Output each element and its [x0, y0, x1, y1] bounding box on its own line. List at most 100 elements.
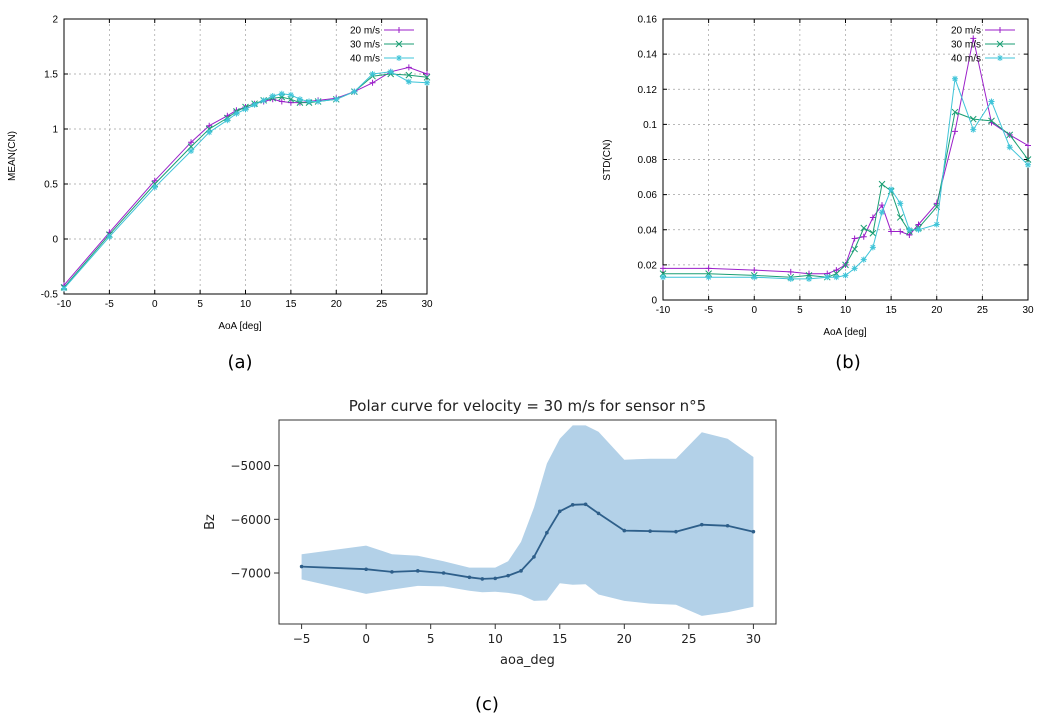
chart-b-point [878, 180, 886, 188]
chart-b-y-tick-label: 0.1 [643, 120, 657, 131]
chart-a-series-line-3 [63, 71, 428, 289]
chart-a-legend: 20 m/s 30 m/s 40 m/s [350, 26, 414, 65]
chart-b-legend-label: 20 m/s [951, 26, 981, 37]
chart-b-point [842, 272, 849, 279]
chart-a-point [151, 177, 158, 184]
chart-a-x-axis-label: AoA [deg] [218, 321, 262, 332]
chart-c-point [519, 569, 523, 573]
chart-b-point [1006, 144, 1013, 151]
chart-c-point [506, 573, 510, 578]
chart-b-point [897, 228, 904, 235]
chart-a-point [224, 117, 231, 124]
chart-b-point [787, 268, 794, 275]
chart-a-point [188, 148, 195, 154]
chart-a-point [269, 93, 276, 99]
chart-a-y-tick-label: 2 [52, 15, 58, 26]
chart-b-x-axis-label: AoA [deg] [823, 327, 867, 338]
chart-a-y-tick-label: 1.5 [44, 70, 58, 81]
chart-a-point [206, 122, 213, 129]
chart-a-y-tick-label: 1 [52, 125, 58, 136]
chart-a-point [387, 68, 394, 75]
chart-b-point [1025, 161, 1031, 168]
chart-a-legend-marker [395, 40, 403, 48]
chart-a-x-tick-label: 5 [197, 299, 203, 310]
chart-a-point [315, 98, 322, 105]
chart-a-point [424, 71, 430, 77]
chart-a-series-line-1 [63, 66, 428, 286]
chart-b-x-tick-label: 5 [797, 305, 803, 316]
chart-a-point [233, 110, 240, 117]
chart-c-point [364, 567, 368, 572]
chart-b-point [879, 202, 885, 209]
chart-b-caption: (b) [835, 352, 860, 373]
chart-c-series-line [301, 503, 754, 580]
chart-a-x-tick-label: -10 [57, 299, 72, 310]
chart-c-x-tick-label: 5 [427, 632, 435, 646]
chart-c-frame [278, 419, 777, 625]
chart-b-legend-marker [997, 27, 1003, 33]
chart-a-legend-label: 20 m/s [350, 26, 380, 37]
chart-b-legend-marker [996, 40, 1004, 48]
chart-a-x-tick-label: 15 [285, 299, 297, 310]
chart-b-point [869, 214, 876, 221]
chart-c-point [583, 502, 588, 507]
chart-a-point [151, 184, 158, 191]
chart-b-x-tick-label: 0 [751, 305, 757, 316]
chart-b-point [970, 126, 977, 133]
chart-a-legend-label: 40 m/s [350, 54, 380, 65]
chart-b-y-tick-label: 0.02 [638, 260, 658, 271]
chart-c-point [299, 564, 304, 569]
chart-c-point [415, 569, 420, 573]
chart-a-point [287, 99, 294, 106]
chart-a-series [60, 64, 431, 292]
chart-a-point [306, 98, 313, 105]
chart-a-point [278, 90, 285, 97]
chart-c-confidence-band [301, 425, 754, 616]
chart-b-point [660, 274, 666, 281]
chart-a-y-tick-label: 0 [52, 235, 58, 246]
chart-a-x-tick-label: 10 [240, 299, 252, 310]
chart-c-x-tick-label: 20 [617, 632, 632, 646]
chart-c-x-tick-label: 15 [552, 632, 567, 646]
chart-b-y-tick-label: 0.12 [638, 85, 658, 96]
chart-b-point [851, 245, 858, 253]
chart-b-x-tick-label: 30 [1022, 305, 1034, 316]
chart-b-point [906, 232, 913, 239]
chart-b-point [879, 209, 885, 216]
chart-a-x-tick-label: 30 [421, 299, 433, 310]
chart-a-legend-label: 30 m/s [350, 40, 380, 51]
chart-a-point [287, 91, 294, 98]
chart-a-series-line-2 [63, 73, 428, 288]
chart-b-point [915, 221, 922, 228]
chart-a-point [351, 88, 358, 95]
chart-b-point [970, 35, 977, 42]
chart-b-point [988, 98, 995, 105]
chart-b-y-tick-label: 0.08 [638, 155, 658, 166]
chart-a-ticks: -10 -5 0 5 10 15 20 25 30 -0.5 0 0.5 1 1.5 2 [41, 15, 433, 311]
chart-c-point [674, 529, 678, 534]
chart-b-y-axis-label: STD(CN) [602, 139, 613, 180]
chart-b-point [952, 128, 958, 135]
chart-b-point [969, 115, 977, 123]
chart-b-x-tick-label: 15 [886, 305, 898, 316]
chart-b-point [842, 261, 849, 269]
chart-c-x-tick-label: 10 [488, 632, 503, 646]
chart-c-point [467, 575, 472, 580]
chart-b-series [659, 35, 1032, 282]
chart-b-point [851, 235, 858, 242]
chart-c-point [545, 530, 549, 535]
chart-b-point [915, 226, 922, 233]
chart-b-point [806, 275, 812, 282]
chart-a-point [206, 129, 213, 136]
chart-a-point [296, 96, 303, 103]
chart-b-y-tick-label: 0.06 [638, 190, 658, 201]
chart-b-y-tick-label: 0.14 [638, 50, 658, 61]
chart-c-y-tick-label: −5000 [230, 459, 271, 473]
chart-c-y-tick-label: −7000 [230, 567, 271, 581]
chart-c-y-axis-label: Bz [203, 514, 218, 530]
chart-c-x-tick-label: 30 [746, 632, 761, 646]
chart-b-point [869, 244, 876, 251]
chart-a-y-tick-label: -0.5 [41, 290, 59, 301]
chart-a-grid [64, 19, 427, 294]
chart-a-point [369, 79, 376, 86]
